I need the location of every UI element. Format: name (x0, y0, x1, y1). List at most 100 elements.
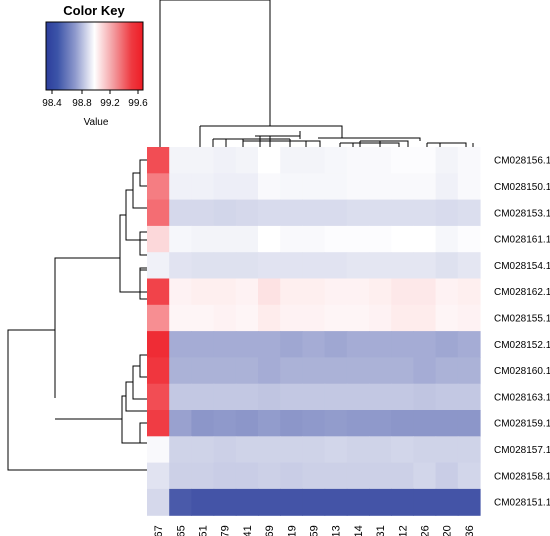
heatmap-cell (213, 436, 237, 464)
heatmap-cell (280, 199, 303, 227)
heatmap-cell (302, 199, 326, 227)
heatmap-cell (147, 225, 170, 253)
heatmap-cell (369, 488, 392, 516)
heatmap-cell (413, 383, 437, 411)
heatmap-cell (369, 252, 392, 280)
heatmap-cell (213, 199, 237, 227)
heatmap-cell (302, 173, 326, 201)
heatmap-cell (302, 488, 326, 516)
column-label: MEX51 (198, 525, 210, 536)
heatmap-cell (191, 410, 215, 437)
heatmap-cell (369, 199, 392, 227)
heatmap-cell (147, 199, 170, 227)
color-key-tick-label: 99.2 (100, 98, 120, 109)
heatmap-cell (213, 304, 237, 332)
heatmap-cell (280, 225, 303, 253)
heatmap-cell (346, 225, 370, 253)
heatmap-cell (457, 278, 481, 306)
heatmap-cell (413, 488, 437, 516)
column-dendrogram (159, 0, 474, 147)
heatmap-cell (258, 304, 281, 332)
heatmap-cell (457, 173, 481, 201)
heatmap-cell (391, 488, 414, 516)
heatmap-cell (346, 436, 370, 464)
heatmap-cell (235, 331, 259, 358)
heatmap-cell (346, 278, 370, 306)
heatmap-cell (213, 331, 237, 358)
heatmap-cell (258, 488, 281, 516)
heatmap-cell (413, 252, 437, 280)
row-dendrogram (7, 159, 147, 471)
row-label: CM028161.1 (494, 235, 550, 246)
heatmap-cell (435, 331, 459, 358)
heatmap-cell (324, 436, 348, 464)
column-label: MEX26 (420, 525, 432, 536)
heatmap-cell (213, 147, 237, 174)
heatmap-cell (280, 278, 303, 306)
heatmap-cell (169, 199, 192, 227)
heatmap-cell (391, 304, 414, 332)
heatmap-cell (413, 304, 437, 332)
heatmap-cell (258, 410, 281, 437)
heatmap-cell (302, 436, 326, 464)
heatmap-cell (435, 199, 459, 227)
heatmap-cell (147, 462, 170, 490)
heatmap-cell (213, 278, 237, 306)
row-label: CM028160.1 (494, 366, 550, 377)
column-label: MEX31 (375, 525, 387, 536)
heatmap-cell (258, 278, 281, 306)
heatmap-cell (235, 436, 259, 464)
heatmap-cell (324, 278, 348, 306)
row-label: CM028153.1 (494, 208, 550, 219)
row-label: CM028150.1 (494, 182, 550, 193)
heatmap-cell (324, 488, 348, 516)
heatmap-cell (413, 462, 437, 490)
heatmap-cell (457, 488, 481, 516)
heatmap-cell (191, 383, 215, 411)
column-label: MEX65 (175, 525, 187, 536)
heatmap-cell (391, 252, 414, 280)
column-label: MEX59 (309, 525, 321, 536)
heatmap-cell (258, 147, 281, 174)
heatmap-cell (391, 357, 414, 385)
heatmap-cell (391, 436, 414, 464)
heatmap-cell (235, 383, 259, 411)
heatmap-cell (191, 147, 215, 174)
heatmap-cell (435, 410, 459, 437)
heatmap-cell (413, 199, 437, 227)
heatmap-cell (169, 410, 192, 437)
heatmap-cell (413, 410, 437, 437)
heatmap-cell (302, 147, 326, 174)
heatmap-cell (413, 225, 437, 253)
heatmap-cell (369, 462, 392, 490)
heatmap-cell (191, 436, 215, 464)
heatmap-cell (457, 252, 481, 280)
column-label: MEX19 (286, 525, 298, 536)
heatmap-cell (191, 462, 215, 490)
heatmap-cell (435, 488, 459, 516)
heatmap-cell (457, 383, 481, 411)
heatmap-cell (147, 357, 170, 385)
heatmap-cell (413, 436, 437, 464)
column-label: MEX13 (331, 525, 343, 536)
heatmap-cell (369, 357, 392, 385)
column-label: MEX12 (397, 525, 409, 536)
heatmap-cell (169, 462, 192, 490)
heatmap-cell (169, 252, 192, 280)
heatmap-cell (169, 173, 192, 201)
heatmap-cell (324, 410, 348, 437)
row-label: CM028155.1 (494, 313, 550, 324)
heatmap-cell (258, 357, 281, 385)
heatmap-cell (435, 383, 459, 411)
heatmap-cell (147, 252, 170, 280)
heatmap-cell (280, 357, 303, 385)
color-key-title: Color Key (63, 3, 125, 18)
color-key-tick-label: 98.8 (72, 98, 92, 109)
row-label: CM028157.1 (494, 445, 550, 456)
heatmap-cell (235, 199, 259, 227)
heatmap-cell (413, 278, 437, 306)
heatmap-cell (235, 173, 259, 201)
heatmap-cell (302, 278, 326, 306)
heatmap-cell (258, 173, 281, 201)
heatmap-cell (169, 488, 192, 516)
